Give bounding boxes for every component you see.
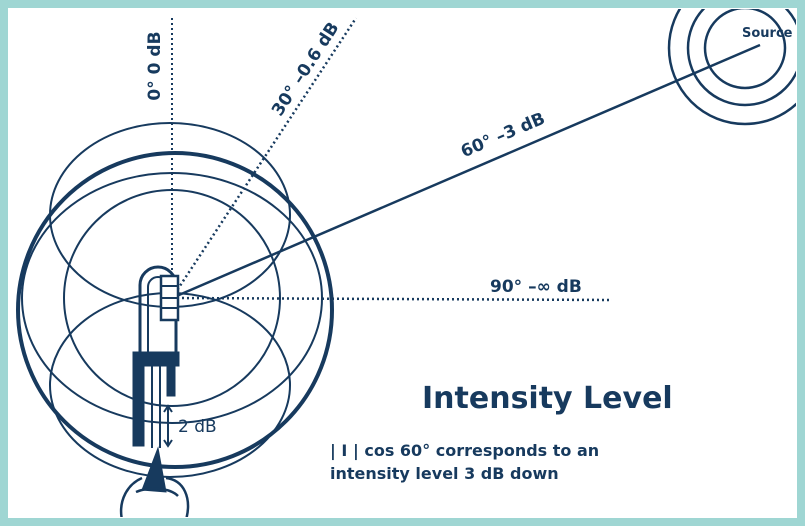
probe-leg <box>132 365 145 447</box>
caption-title: Intensity Level <box>422 381 673 416</box>
caption-line: | I | cos 60° corresponds to an <box>330 441 599 461</box>
line-90deg <box>171 296 613 302</box>
drawing <box>16 9 796 517</box>
source-ring <box>686 9 796 107</box>
line-60deg <box>171 43 761 300</box>
probe-leg <box>166 365 176 397</box>
caption-line: intensity level 3 dB down <box>330 464 559 483</box>
gap-arrow <box>163 404 173 448</box>
label-0deg: 0° 0 dB <box>145 31 165 100</box>
source-ring <box>667 9 796 126</box>
gap-label: 2 dB <box>178 417 217 437</box>
source-label: Source <box>742 26 793 41</box>
source-ring <box>703 9 787 90</box>
line-30deg <box>170 17 358 299</box>
outer-circle <box>16 151 334 469</box>
probe-handle <box>141 446 167 493</box>
hand <box>119 476 190 517</box>
probe-base <box>132 351 180 367</box>
label-90deg: 90° –∞ dB <box>490 277 582 297</box>
